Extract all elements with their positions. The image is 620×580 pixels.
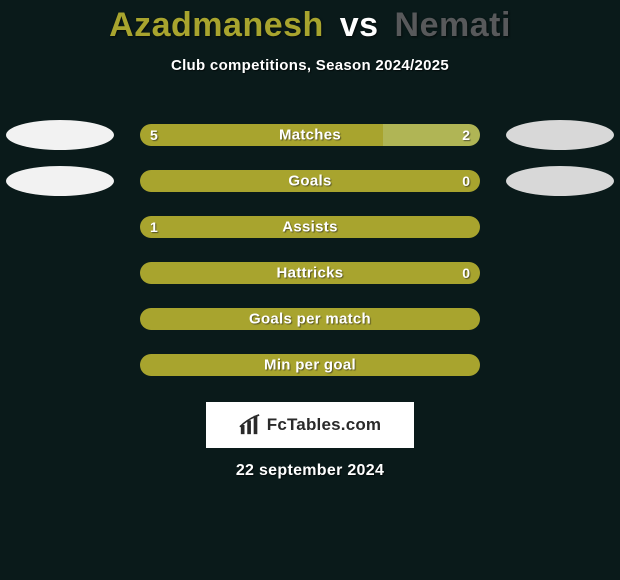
stat-value-p2: 0 (462, 173, 470, 189)
stat-label: Min per goal (264, 357, 356, 374)
stat-bar: Min per goal (140, 354, 480, 376)
flag-left (6, 120, 114, 150)
stat-value-p1: 1 (150, 219, 158, 235)
comparison-row: 5 2 Matches (0, 112, 620, 158)
stat-bar: 0 Hattricks (140, 262, 480, 284)
stat-label: Assists (282, 219, 337, 236)
comparison-row: 0 Goals (0, 158, 620, 204)
stat-label: Matches (279, 127, 341, 144)
page-title: Azadmanesh vs Nemati (0, 0, 620, 45)
content-container: Azadmanesh vs Nemati Club competitions, … (0, 0, 620, 480)
flag-right (506, 120, 614, 150)
stat-bar: 5 2 Matches (140, 124, 480, 146)
logo-icon (239, 414, 261, 436)
title-player2: Nemati (395, 6, 511, 44)
title-player1: Azadmanesh (109, 6, 324, 44)
logo-text: FcTables.com (267, 415, 382, 435)
stat-value-p2: 2 (462, 127, 470, 143)
flag-left (6, 166, 114, 196)
stat-bar: Goals per match (140, 308, 480, 330)
comparison-row: Min per goal (0, 342, 620, 388)
date-label: 22 september 2024 (0, 462, 620, 480)
stat-label: Goals per match (249, 311, 371, 328)
title-vs: vs (340, 6, 379, 44)
stat-value-p2: 0 (462, 265, 470, 281)
stat-label: Hattricks (277, 265, 344, 282)
comparison-rows: 5 2 Matches 0 Goals 1 Assists 0 Hattricks Goals p… (0, 112, 620, 388)
stat-bar: 1 Assists (140, 216, 480, 238)
comparison-row: Goals per match (0, 296, 620, 342)
bar-segment-p1 (140, 124, 383, 146)
stat-label: Goals (288, 173, 331, 190)
stat-bar: 0 Goals (140, 170, 480, 192)
comparison-row: 0 Hattricks (0, 250, 620, 296)
subtitle: Club competitions, Season 2024/2025 (0, 57, 620, 74)
stat-value-p1: 5 (150, 127, 158, 143)
flag-right (506, 166, 614, 196)
logo-badge: FcTables.com (206, 402, 414, 448)
comparison-row: 1 Assists (0, 204, 620, 250)
